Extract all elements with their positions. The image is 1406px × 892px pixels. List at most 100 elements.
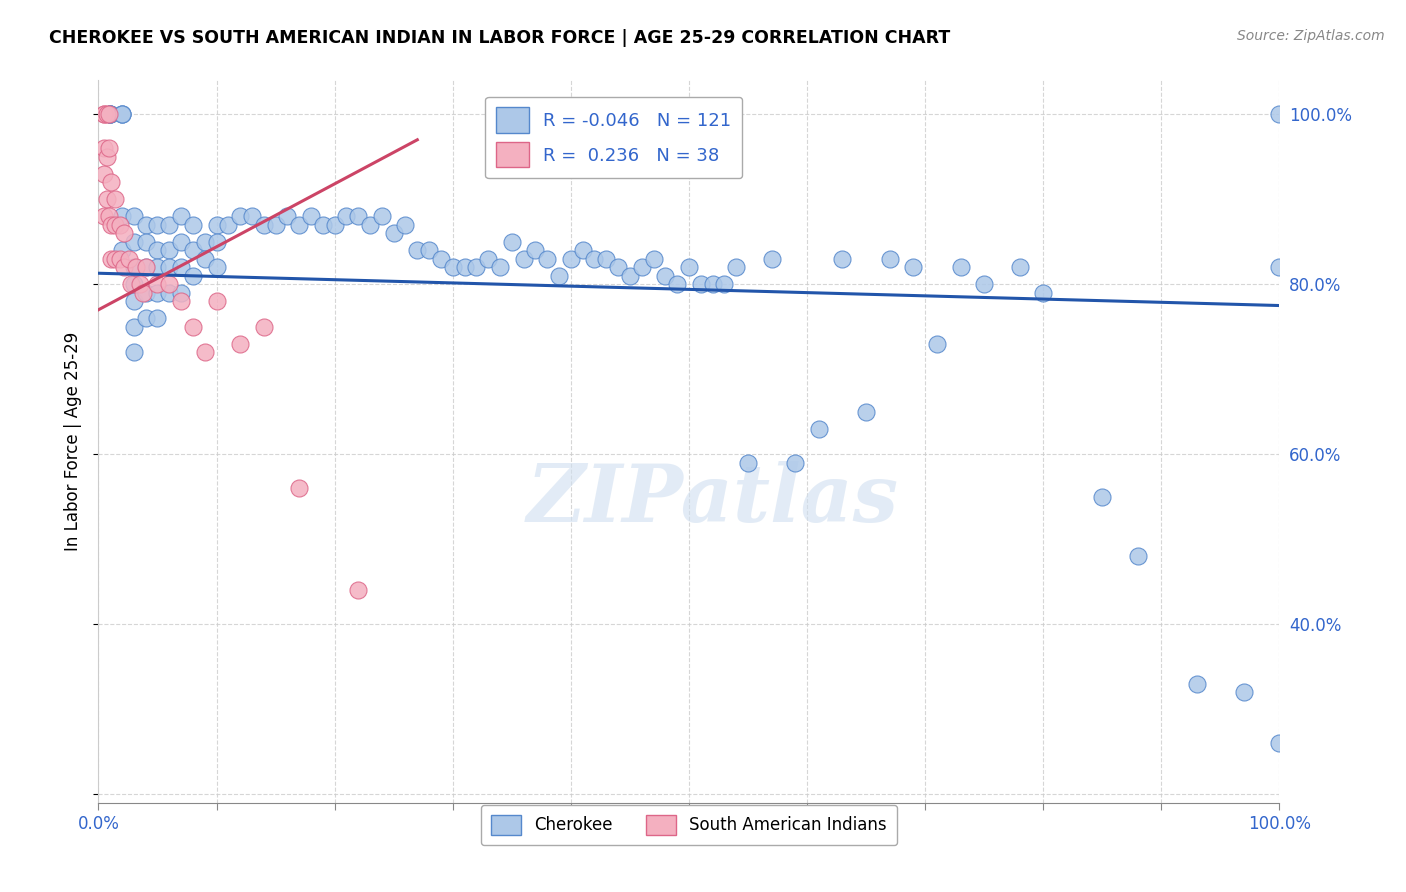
Point bbox=[104, 252, 127, 266]
Point bbox=[100, 252, 122, 266]
Point bbox=[122, 235, 145, 249]
Point bbox=[111, 107, 134, 121]
Point bbox=[111, 209, 134, 223]
Point bbox=[104, 218, 127, 232]
Point bbox=[170, 209, 193, 223]
Point bbox=[299, 209, 322, 223]
Point bbox=[240, 209, 263, 223]
Point bbox=[194, 235, 217, 249]
Point bbox=[146, 244, 169, 258]
Point bbox=[157, 244, 180, 258]
Point bbox=[925, 336, 948, 351]
Point bbox=[1268, 107, 1291, 121]
Point bbox=[93, 107, 115, 121]
Point bbox=[702, 277, 724, 292]
Point bbox=[973, 277, 995, 292]
Point bbox=[98, 107, 121, 121]
Point bbox=[135, 218, 157, 232]
Point bbox=[678, 260, 700, 275]
Point bbox=[93, 141, 115, 155]
Point bbox=[135, 260, 157, 275]
Point bbox=[288, 481, 311, 495]
Point bbox=[312, 218, 335, 232]
Point bbox=[536, 252, 558, 266]
Point bbox=[1268, 736, 1291, 750]
Point bbox=[96, 107, 118, 121]
Point bbox=[607, 260, 630, 275]
Point bbox=[229, 209, 252, 223]
Point bbox=[170, 235, 193, 249]
Point bbox=[229, 336, 252, 351]
Point bbox=[98, 107, 121, 121]
Point bbox=[654, 268, 676, 283]
Point bbox=[181, 268, 204, 283]
Point bbox=[323, 218, 346, 232]
Point bbox=[501, 235, 523, 249]
Point bbox=[111, 107, 134, 121]
Text: ZIPatlas: ZIPatlas bbox=[526, 460, 898, 538]
Point bbox=[831, 252, 853, 266]
Point bbox=[98, 107, 121, 121]
Point bbox=[453, 260, 475, 275]
Point bbox=[879, 252, 901, 266]
Point bbox=[135, 260, 157, 275]
Text: Source: ZipAtlas.com: Source: ZipAtlas.com bbox=[1237, 29, 1385, 43]
Point bbox=[264, 218, 287, 232]
Point bbox=[181, 244, 204, 258]
Point bbox=[205, 294, 228, 309]
Point bbox=[122, 209, 145, 223]
Point bbox=[725, 260, 748, 275]
Point bbox=[560, 252, 582, 266]
Point bbox=[406, 244, 429, 258]
Point bbox=[122, 260, 145, 275]
Point bbox=[118, 252, 141, 266]
Point bbox=[96, 192, 118, 206]
Point bbox=[108, 252, 131, 266]
Point bbox=[157, 285, 180, 300]
Point bbox=[595, 252, 617, 266]
Point bbox=[181, 218, 204, 232]
Point bbox=[441, 260, 464, 275]
Point bbox=[1126, 549, 1149, 564]
Point bbox=[1032, 285, 1054, 300]
Point bbox=[104, 192, 127, 206]
Point bbox=[128, 277, 150, 292]
Point bbox=[170, 285, 193, 300]
Point bbox=[112, 260, 135, 275]
Point bbox=[418, 244, 440, 258]
Point bbox=[122, 345, 145, 359]
Point bbox=[430, 252, 453, 266]
Legend: Cherokee, South American Indians: Cherokee, South American Indians bbox=[481, 805, 897, 845]
Point bbox=[276, 209, 298, 223]
Point bbox=[217, 218, 239, 232]
Point bbox=[583, 252, 606, 266]
Point bbox=[157, 277, 180, 292]
Point bbox=[132, 285, 155, 300]
Point bbox=[855, 405, 877, 419]
Point bbox=[100, 175, 122, 189]
Point bbox=[108, 218, 131, 232]
Point bbox=[111, 244, 134, 258]
Point bbox=[807, 422, 830, 436]
Point bbox=[98, 107, 121, 121]
Point bbox=[122, 319, 145, 334]
Point bbox=[135, 235, 157, 249]
Point bbox=[1008, 260, 1031, 275]
Point bbox=[98, 107, 121, 121]
Point bbox=[548, 268, 571, 283]
Point bbox=[1185, 677, 1208, 691]
Point bbox=[949, 260, 972, 275]
Point bbox=[288, 218, 311, 232]
Point bbox=[1268, 260, 1291, 275]
Point bbox=[382, 227, 405, 241]
Point bbox=[689, 277, 711, 292]
Point bbox=[524, 244, 547, 258]
Point bbox=[96, 150, 118, 164]
Point bbox=[146, 311, 169, 326]
Point bbox=[93, 107, 115, 121]
Point bbox=[205, 260, 228, 275]
Point bbox=[619, 268, 641, 283]
Point bbox=[98, 209, 121, 223]
Point bbox=[489, 260, 512, 275]
Point bbox=[170, 260, 193, 275]
